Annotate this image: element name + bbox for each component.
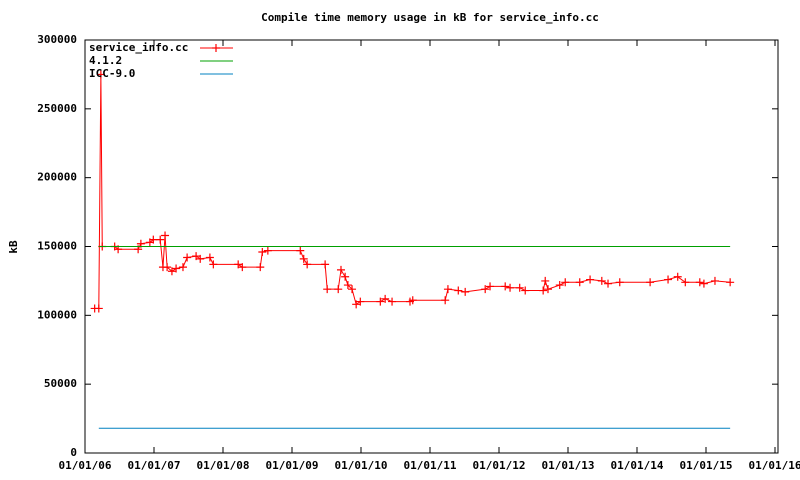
point-marker bbox=[454, 286, 463, 295]
y-axis-label: kB bbox=[7, 240, 20, 254]
point-marker bbox=[209, 260, 218, 269]
point-marker bbox=[303, 260, 312, 269]
point-marker bbox=[161, 231, 170, 240]
point-marker bbox=[615, 278, 624, 287]
legend-label: ICC-9.0 bbox=[89, 67, 135, 80]
point-marker bbox=[539, 286, 548, 295]
point-marker bbox=[646, 278, 655, 287]
y-tick-label: 200000 bbox=[37, 171, 77, 184]
y-tick-label: 150000 bbox=[37, 240, 77, 253]
point-marker bbox=[192, 252, 201, 261]
point-marker bbox=[695, 278, 704, 287]
point-marker bbox=[481, 285, 490, 294]
point-marker bbox=[163, 263, 172, 272]
point-marker bbox=[443, 285, 452, 294]
y-tick-label: 0 bbox=[70, 446, 77, 459]
point-marker bbox=[699, 279, 708, 288]
point-marker bbox=[575, 278, 584, 287]
x-tick-label: 01/01/13 bbox=[542, 459, 595, 472]
point-marker bbox=[555, 281, 564, 290]
point-marker bbox=[541, 276, 550, 285]
point-marker bbox=[341, 272, 350, 281]
point-marker bbox=[256, 263, 265, 272]
legend-label: 4.1.2 bbox=[89, 54, 122, 67]
point-marker bbox=[172, 264, 181, 273]
x-tick-label: 01/01/10 bbox=[335, 459, 388, 472]
point-marker bbox=[296, 246, 305, 255]
x-tick-label: 01/01/16 bbox=[749, 459, 800, 472]
point-marker bbox=[521, 286, 530, 295]
point-marker bbox=[441, 296, 450, 305]
point-marker bbox=[673, 272, 682, 281]
x-tick-label: 01/01/15 bbox=[680, 459, 733, 472]
point-marker bbox=[183, 253, 192, 262]
y-tick-label: 300000 bbox=[37, 33, 77, 46]
point-marker bbox=[710, 276, 719, 285]
point-marker bbox=[299, 254, 308, 263]
point-marker bbox=[486, 282, 495, 291]
point-marker bbox=[376, 297, 385, 306]
point-marker bbox=[323, 285, 332, 294]
x-tick-label: 01/01/12 bbox=[473, 459, 526, 472]
y-tick-label: 50000 bbox=[44, 377, 77, 390]
point-marker bbox=[604, 279, 613, 288]
x-tick-label: 01/01/07 bbox=[128, 459, 181, 472]
point-marker bbox=[96, 70, 105, 79]
point-marker bbox=[263, 246, 272, 255]
point-marker bbox=[196, 254, 205, 263]
point-marker bbox=[94, 304, 103, 313]
point-marker bbox=[681, 278, 690, 287]
point-marker bbox=[178, 263, 187, 272]
point-marker bbox=[336, 265, 345, 274]
chart-title: Compile time memory usage in kB for serv… bbox=[261, 11, 599, 24]
point-marker bbox=[726, 278, 735, 287]
point-marker bbox=[408, 296, 417, 305]
point-marker bbox=[388, 297, 397, 306]
point-marker bbox=[334, 285, 343, 294]
point-marker bbox=[501, 282, 510, 291]
point-marker bbox=[515, 283, 524, 292]
point-marker bbox=[149, 235, 158, 244]
point-marker bbox=[543, 285, 552, 294]
point-marker bbox=[238, 263, 247, 272]
point-marker bbox=[356, 297, 365, 306]
point-marker bbox=[597, 276, 606, 285]
point-marker bbox=[461, 287, 470, 296]
legend-label: service_info.cc bbox=[89, 41, 188, 54]
point-marker bbox=[343, 281, 352, 290]
legend-marker bbox=[212, 44, 220, 52]
point-marker bbox=[561, 278, 570, 287]
point-marker bbox=[586, 275, 595, 284]
x-tick-label: 01/01/11 bbox=[404, 459, 457, 472]
point-marker bbox=[348, 285, 357, 294]
point-marker bbox=[205, 253, 214, 262]
y-tick-label: 100000 bbox=[37, 308, 77, 321]
x-tick-label: 01/01/08 bbox=[197, 459, 250, 472]
point-marker bbox=[506, 283, 515, 292]
point-marker bbox=[167, 267, 176, 276]
point-marker bbox=[258, 248, 267, 257]
x-tick-label: 01/01/14 bbox=[611, 459, 664, 472]
point-marker bbox=[234, 260, 243, 269]
point-marker bbox=[156, 235, 165, 244]
point-marker bbox=[664, 275, 673, 284]
point-marker bbox=[352, 300, 361, 309]
point-marker bbox=[321, 260, 330, 269]
x-tick-label: 01/01/09 bbox=[266, 459, 319, 472]
x-tick-label: 01/01/06 bbox=[59, 459, 112, 472]
point-marker bbox=[381, 294, 390, 303]
y-tick-label: 250000 bbox=[37, 102, 77, 115]
